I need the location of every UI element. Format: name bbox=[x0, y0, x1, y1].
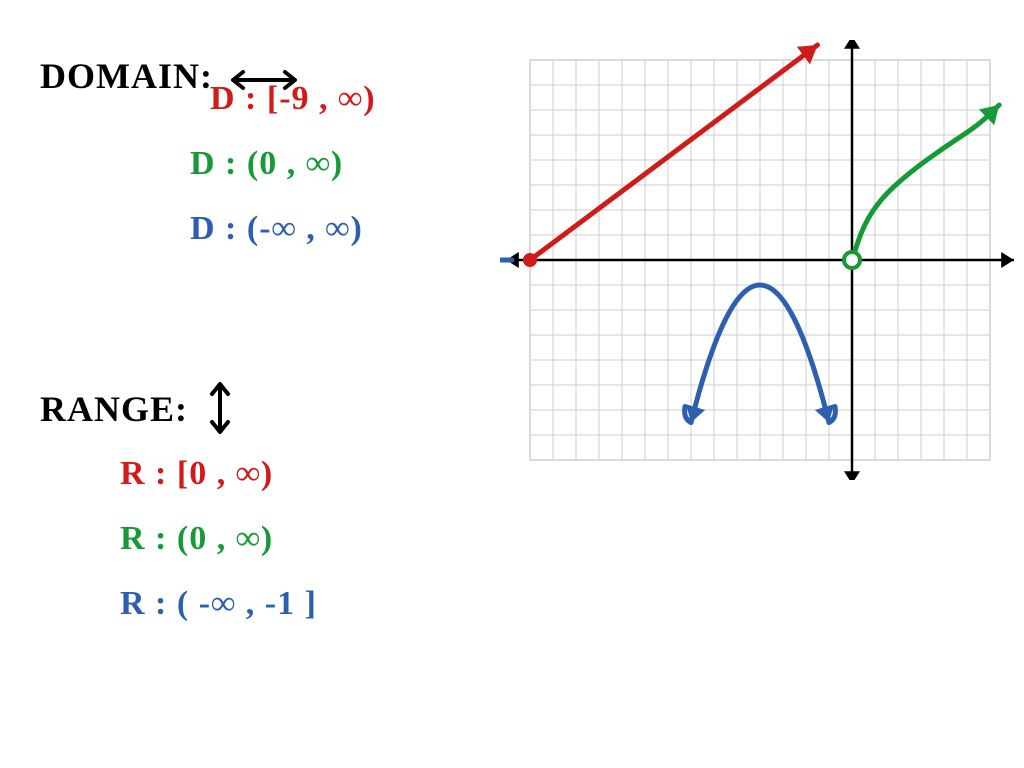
domain-green-text: D : (0 , ∞) bbox=[190, 145, 343, 182]
domain-blue: D : (-∞ , ∞) bbox=[190, 210, 363, 248]
range-green-text: R : (0 , ∞) bbox=[120, 520, 273, 557]
range-red: R : [0 , ∞) bbox=[120, 455, 273, 493]
vertical-arrow-icon bbox=[208, 380, 232, 445]
domain-blue-text: D : (-∞ , ∞) bbox=[190, 210, 363, 247]
range-red-text: R : [0 , ∞) bbox=[120, 455, 273, 492]
domain-red-text: D : [-9 , ∞) bbox=[210, 80, 376, 117]
domain-red: D : [-9 , ∞) bbox=[210, 80, 376, 118]
range-heading: RANGE: bbox=[40, 380, 232, 445]
worksheet-canvas: DOMAIN: D : [-9 , ∞) D : (0 , ∞) D : (-∞… bbox=[0, 0, 1024, 768]
domain-label-text: DOMAIN: bbox=[40, 56, 213, 96]
range-label-text: RANGE: bbox=[40, 389, 188, 429]
range-blue: R : ( -∞ , -1 ] bbox=[120, 585, 317, 623]
range-blue-text: R : ( -∞ , -1 ] bbox=[120, 585, 317, 622]
range-green: R : (0 , ∞) bbox=[120, 520, 273, 558]
domain-green: D : (0 , ∞) bbox=[190, 145, 343, 183]
coordinate-graph bbox=[500, 40, 1020, 480]
